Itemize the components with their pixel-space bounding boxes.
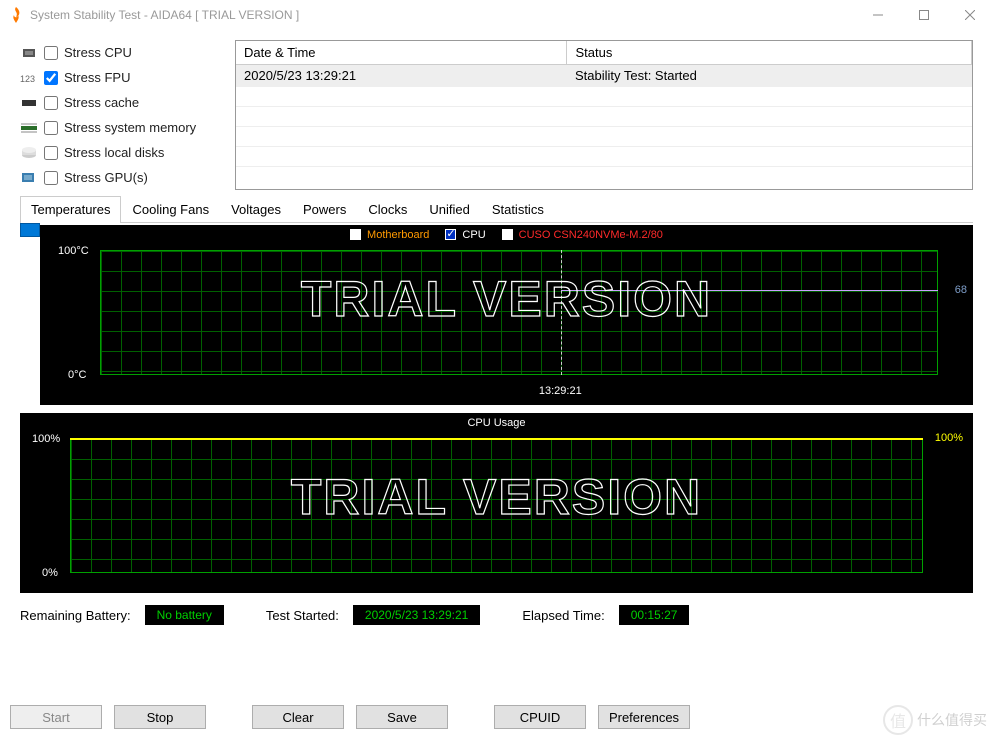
- hw-icon: [20, 146, 38, 160]
- stress-checkbox[interactable]: [44, 71, 58, 85]
- started-label: Test Started:: [266, 608, 339, 623]
- temp-chart-legend: Motherboard CPU CUSO CSN240NVMe-M.2/80: [40, 229, 973, 241]
- stress-option[interactable]: 123 Stress FPU: [20, 65, 225, 90]
- stress-label: Stress CPU: [64, 45, 132, 60]
- clear-button[interactable]: Clear: [252, 705, 344, 729]
- battery-value: No battery: [145, 605, 224, 625]
- tab-clocks[interactable]: Clocks: [357, 196, 418, 222]
- hw-icon: [20, 121, 38, 135]
- start-button[interactable]: Start: [10, 705, 102, 729]
- usage-end-value: 100%: [935, 432, 963, 444]
- source-watermark-glyph: 值: [883, 705, 913, 735]
- stress-label: Stress cache: [64, 95, 139, 110]
- temp-cpu-line: [561, 290, 938, 291]
- source-watermark-text: 什么值得买: [917, 710, 987, 730]
- close-button[interactable]: [947, 0, 993, 30]
- tab-temperatures[interactable]: Temperatures: [20, 196, 121, 223]
- legend-label: CUSO CSN240NVMe-M.2/80: [519, 229, 663, 241]
- stress-option[interactable]: Stress local disks: [20, 140, 225, 165]
- tab-powers[interactable]: Powers: [292, 196, 357, 222]
- stress-option[interactable]: Stress CPU: [20, 40, 225, 65]
- stress-label: Stress system memory: [64, 120, 196, 135]
- legend-checkbox[interactable]: [502, 229, 513, 240]
- started-value: 2020/5/23 13:29:21: [353, 605, 480, 625]
- legend-label: Motherboard: [367, 229, 429, 241]
- app-icon: [8, 7, 24, 23]
- stress-checkbox[interactable]: [44, 96, 58, 110]
- temperature-chart: Motherboard CPU CUSO CSN240NVMe-M.2/80 100…: [40, 225, 973, 405]
- minimize-button[interactable]: [855, 0, 901, 30]
- usage-line: [70, 438, 923, 440]
- usage-chart-title: CPU Usage: [20, 417, 973, 429]
- stress-option[interactable]: Stress GPU(s): [20, 165, 225, 190]
- hw-icon: [20, 171, 38, 185]
- stress-checkbox[interactable]: [44, 171, 58, 185]
- tab-voltages[interactable]: Voltages: [220, 196, 292, 222]
- temp-chart-grid: [100, 250, 938, 375]
- log-col-status[interactable]: Status: [567, 41, 972, 65]
- window-title: System Stability Test - AIDA64 [ TRIAL V…: [30, 8, 299, 22]
- stress-label: Stress local disks: [64, 145, 164, 160]
- stress-checkbox[interactable]: [44, 146, 58, 160]
- hw-icon: [20, 96, 38, 110]
- log-cell-status: Stability Test: Started: [567, 65, 972, 87]
- usage-y-min: 0%: [42, 567, 58, 579]
- stress-options: Stress CPU 123 Stress FPU Stress cache St…: [20, 40, 225, 190]
- button-bar: Start Stop Clear Save CPUID Preferences: [10, 705, 690, 729]
- usage-chart-grid: [70, 438, 923, 573]
- tab-statistics[interactable]: Statistics: [481, 196, 555, 222]
- chart-sidebar: [20, 223, 40, 405]
- save-button[interactable]: Save: [356, 705, 448, 729]
- source-watermark: 值 什么值得买: [883, 705, 987, 735]
- preferences-button[interactable]: Preferences: [598, 705, 690, 729]
- stress-option[interactable]: Stress system memory: [20, 115, 225, 140]
- legend-label: CPU: [462, 229, 485, 241]
- log-row[interactable]: 2020/5/23 13:29:21Stability Test: Starte…: [236, 65, 972, 87]
- stop-button[interactable]: Stop: [114, 705, 206, 729]
- hw-icon: 123: [20, 71, 38, 85]
- legend-checkbox[interactable]: [445, 229, 456, 240]
- tab-unified[interactable]: Unified: [418, 196, 480, 222]
- log-col-datetime[interactable]: Date & Time: [236, 41, 567, 65]
- chart-thumb[interactable]: [20, 223, 40, 237]
- status-bar: Remaining Battery: No battery Test Start…: [20, 605, 973, 625]
- stress-checkbox[interactable]: [44, 121, 58, 135]
- hw-icon: [20, 46, 38, 60]
- cpuid-button[interactable]: CPUID: [494, 705, 586, 729]
- legend-item[interactable]: CUSO CSN240NVMe-M.2/80: [498, 229, 667, 241]
- legend-item[interactable]: CPU: [441, 229, 489, 241]
- elapsed-value: 00:15:27: [619, 605, 690, 625]
- maximize-button[interactable]: [901, 0, 947, 30]
- stress-checkbox[interactable]: [44, 46, 58, 60]
- battery-label: Remaining Battery:: [20, 608, 131, 623]
- legend-item[interactable]: Motherboard: [346, 229, 433, 241]
- log-cell-datetime: 2020/5/23 13:29:21: [236, 65, 567, 87]
- usage-y-max: 100%: [32, 433, 60, 445]
- stress-label: Stress FPU: [64, 70, 130, 85]
- stress-option[interactable]: Stress cache: [20, 90, 225, 115]
- tab-strip: TemperaturesCooling FansVoltagesPowersCl…: [20, 196, 973, 223]
- tab-cooling-fans[interactable]: Cooling Fans: [121, 196, 220, 222]
- temp-y-max: 100°C: [58, 245, 89, 257]
- cpu-usage-chart: CPU Usage 100% 0% 100% TRIAL VERSION: [20, 413, 973, 593]
- temp-cpu-value: 68: [955, 284, 967, 296]
- svg-text:123: 123: [20, 74, 35, 84]
- temp-y-min: 0°C: [68, 369, 86, 381]
- event-log: Date & Time Status 2020/5/23 13:29:21Sta…: [235, 40, 973, 190]
- temp-x-label: 13:29:21: [539, 385, 582, 397]
- window-titlebar: System Stability Test - AIDA64 [ TRIAL V…: [0, 0, 993, 30]
- elapsed-label: Elapsed Time:: [522, 608, 604, 623]
- legend-checkbox[interactable]: [350, 229, 361, 240]
- stress-label: Stress GPU(s): [64, 170, 148, 185]
- temp-time-marker: [561, 250, 562, 375]
